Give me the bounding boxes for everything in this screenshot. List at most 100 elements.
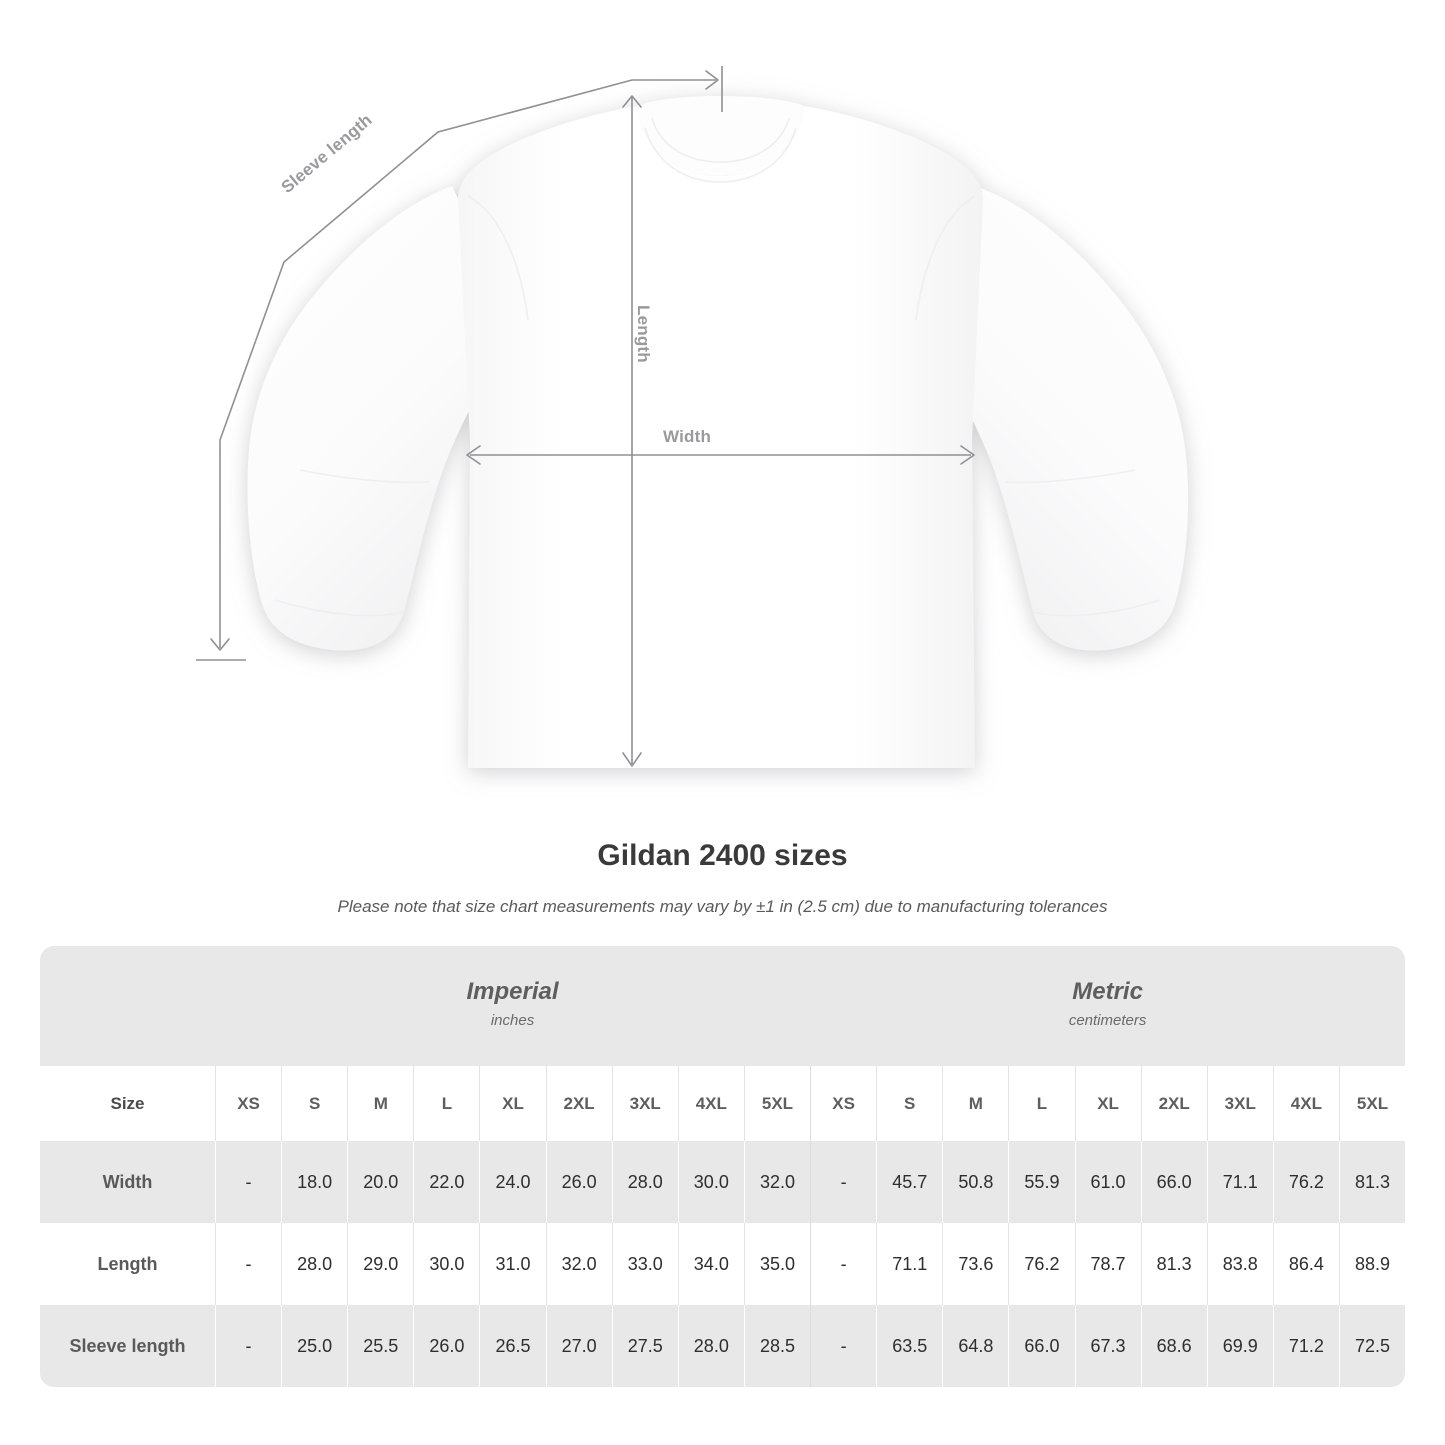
cell-length-metric-xs: - xyxy=(810,1223,877,1305)
cell-sleeve-length-metric-xs: - xyxy=(810,1305,877,1387)
unit-group-units: centimeters xyxy=(1068,1012,1147,1029)
cell-length-metric-5xl: 88.9 xyxy=(1338,1223,1406,1305)
width-annotation-label: Width xyxy=(663,427,712,446)
shirt-diagram xyxy=(196,66,1189,768)
size-header-cell-imperial-s: S xyxy=(281,1066,348,1141)
table-row: Length -28.0 29.0 30.0 31.0 32.0 33.0 34.0 35.0-… xyxy=(40,1223,1406,1305)
size-header-cell-metric-xl: XL xyxy=(1074,1066,1141,1141)
unit-group-metric: Metric centimeters xyxy=(810,946,1406,1066)
cell-sleeve-length-metric-4xl: 71.2 xyxy=(1272,1305,1339,1387)
measurement-row-label: Sleeve length xyxy=(40,1305,215,1387)
cell-width-metric-s: 45.7 xyxy=(876,1141,943,1223)
size-header-cell-metric-xs: XS xyxy=(810,1066,877,1141)
cell-sleeve-length-imperial-xl: 26.5 xyxy=(479,1305,546,1387)
cell-length-imperial-m: 29.0 xyxy=(347,1223,414,1305)
size-header-cell-metric-4xl: 4XL xyxy=(1272,1066,1339,1141)
cell-width-imperial-3xl: 28.0 xyxy=(611,1141,678,1223)
unit-group-name: Imperial xyxy=(466,978,559,1005)
cell-length-imperial-l: 30.0 xyxy=(413,1223,480,1305)
table-row: Width -18.0 20.0 22.0 24.0 26.0 28.0 30.0 32.0-4… xyxy=(40,1141,1406,1223)
measurement-row-label: Width xyxy=(40,1141,215,1223)
fabric-folds xyxy=(274,117,1161,617)
cell-width-metric-m: 50.8 xyxy=(942,1141,1009,1223)
left-sleeve xyxy=(247,186,520,651)
collar xyxy=(637,96,804,176)
width-arrow-left xyxy=(466,445,481,465)
tolerance-note: Please note that size chart measurements… xyxy=(337,897,1108,916)
unit-group-imperial: Imperial inches xyxy=(215,946,811,1066)
size-header-cell-metric-l: L xyxy=(1008,1066,1075,1141)
cell-width-imperial-l: 22.0 xyxy=(413,1141,480,1223)
size-header-cell-imperial-5xl: 5XL xyxy=(743,1066,811,1141)
size-chart-table-wrap: Imperial inches Metric centimeters Size XS S M L… xyxy=(40,946,1406,1387)
sleeve-arrow-down xyxy=(210,638,230,651)
shirt-body-group xyxy=(247,96,1189,768)
cell-sleeve-length-metric-3xl: 69.9 xyxy=(1206,1305,1273,1387)
unit-group-header-row: Imperial inches Metric centimeters xyxy=(40,946,1406,1066)
cell-length-metric-m: 73.6 xyxy=(942,1223,1009,1305)
cell-width-metric-2xl: 66.0 xyxy=(1140,1141,1207,1223)
size-chart-table: Imperial inches Metric centimeters Size XS S M L… xyxy=(40,946,1406,1387)
cell-length-imperial-3xl: 33.0 xyxy=(611,1223,678,1305)
size-header-cell-metric-s: S xyxy=(876,1066,943,1141)
arrow-heads xyxy=(210,70,975,767)
cell-width-metric-5xl: 81.3 xyxy=(1338,1141,1406,1223)
cell-sleeve-length-metric-m: 64.8 xyxy=(942,1305,1009,1387)
size-header-cell-imperial-3xl: 3XL xyxy=(611,1066,678,1141)
cell-sleeve-length-imperial-l: 26.0 xyxy=(413,1305,480,1387)
size-header-cell-metric-2xl: 2XL xyxy=(1140,1066,1207,1141)
cell-width-imperial-4xl: 30.0 xyxy=(677,1141,744,1223)
cell-sleeve-length-imperial-2xl: 27.0 xyxy=(545,1305,612,1387)
cell-sleeve-length-metric-xl: 67.3 xyxy=(1074,1305,1141,1387)
title-block: Gildan 2400 sizes Please note that size … xyxy=(0,838,1445,918)
cell-width-imperial-xl: 24.0 xyxy=(479,1141,546,1223)
size-header-cell-imperial-xs: XS xyxy=(215,1066,282,1141)
sleeve-arrow-right xyxy=(705,70,719,90)
cell-width-imperial-s: 18.0 xyxy=(281,1141,348,1223)
cell-width-imperial-2xl: 26.0 xyxy=(545,1141,612,1223)
length-arrow-up xyxy=(622,95,642,108)
cell-width-imperial-5xl: 32.0 xyxy=(743,1141,811,1223)
cell-length-imperial-4xl: 34.0 xyxy=(677,1223,744,1305)
table-row: Sleeve length -25.0 25.5 26.0 26.5 27.0 27.5 28… xyxy=(40,1305,1406,1387)
cell-width-metric-xl: 61.0 xyxy=(1074,1141,1141,1223)
cell-length-metric-xl: 78.7 xyxy=(1074,1223,1141,1305)
cell-width-metric-3xl: 71.1 xyxy=(1206,1141,1273,1223)
length-annotation-label: Length xyxy=(634,305,653,363)
cell-length-metric-4xl: 86.4 xyxy=(1272,1223,1339,1305)
size-header-cell-imperial-l: L xyxy=(413,1066,480,1141)
measurement-lines xyxy=(196,66,971,764)
cell-sleeve-length-imperial-5xl: 28.5 xyxy=(743,1305,811,1387)
cell-length-imperial-2xl: 32.0 xyxy=(545,1223,612,1305)
cell-length-imperial-5xl: 35.0 xyxy=(743,1223,811,1305)
right-sleeve xyxy=(917,186,1189,651)
cell-length-metric-s: 71.1 xyxy=(876,1223,943,1305)
cell-width-metric-l: 55.9 xyxy=(1008,1141,1075,1223)
size-header-cell-imperial-m: M xyxy=(347,1066,414,1141)
cell-sleeve-length-metric-5xl: 72.5 xyxy=(1338,1305,1406,1387)
size-header-label: Size xyxy=(40,1066,215,1141)
size-header-cell-imperial-xl: XL xyxy=(479,1066,546,1141)
cell-sleeve-length-imperial-4xl: 28.0 xyxy=(677,1305,744,1387)
shirt-torso xyxy=(458,106,983,768)
size-header-row: Size XS S M L XL 2XL 3XL 4XL 5XL XS S M L XL 2XL 3XL 4XL 5… xyxy=(40,1066,1406,1141)
unit-group-units: inches xyxy=(490,1012,535,1029)
cell-sleeve-length-metric-s: 63.5 xyxy=(876,1305,943,1387)
cell-length-metric-l: 76.2 xyxy=(1008,1223,1075,1305)
cell-sleeve-length-imperial-3xl: 27.5 xyxy=(611,1305,678,1387)
cell-length-imperial-xl: 31.0 xyxy=(479,1223,546,1305)
size-header-cell-metric-3xl: 3XL xyxy=(1206,1066,1273,1141)
page-title: Gildan 2400 sizes xyxy=(597,839,848,872)
size-header-cell-metric-m: M xyxy=(942,1066,1009,1141)
unit-header-spacer xyxy=(40,946,215,1066)
garment-illustration: Sleeve length Length Width xyxy=(196,66,1189,768)
cell-length-imperial-s: 28.0 xyxy=(281,1223,348,1305)
cell-sleeve-length-imperial-m: 25.5 xyxy=(347,1305,414,1387)
size-header-cell-imperial-2xl: 2XL xyxy=(545,1066,612,1141)
unit-group-name: Metric xyxy=(1072,978,1143,1005)
cell-length-metric-3xl: 83.8 xyxy=(1206,1223,1273,1305)
cell-width-metric-xs: - xyxy=(810,1141,877,1223)
length-arrow-down xyxy=(622,752,642,767)
cell-length-imperial-xs: - xyxy=(215,1223,282,1305)
cell-width-imperial-m: 20.0 xyxy=(347,1141,414,1223)
